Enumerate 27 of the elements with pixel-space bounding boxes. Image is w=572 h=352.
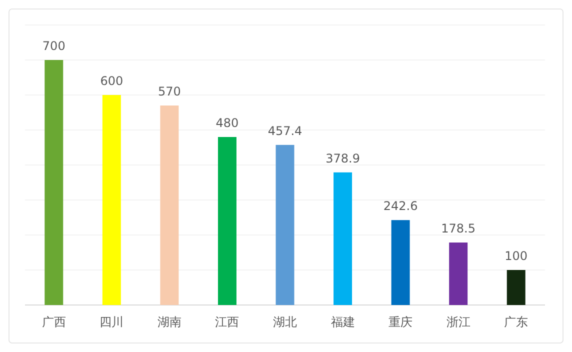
- bar: [218, 137, 236, 305]
- x-tick-label: 江西: [215, 315, 240, 329]
- data-label: 700: [42, 39, 66, 53]
- bar: [102, 95, 121, 305]
- data-label: 480: [216, 116, 239, 130]
- bar: [506, 270, 526, 305]
- data-label: 600: [100, 74, 124, 88]
- x-tick-label: 广东: [504, 315, 528, 329]
- x-tick-label: 广西: [42, 315, 66, 329]
- bar: [391, 220, 410, 305]
- x-tick-label: 四川: [100, 315, 124, 329]
- data-label: 178.5: [441, 222, 476, 236]
- x-tick-label: 湖南: [157, 315, 182, 329]
- data-label: 570: [158, 84, 181, 98]
- data-label: 100: [504, 249, 528, 263]
- bar: [44, 60, 64, 305]
- data-label: 378.9: [326, 151, 360, 166]
- x-tick-label: 湖北: [273, 315, 297, 329]
- bar: [160, 106, 179, 305]
- x-tick-label: 重庆: [388, 315, 413, 329]
- bar: [276, 144, 294, 305]
- bar: [334, 172, 352, 305]
- x-tick-label: 福建: [330, 315, 355, 329]
- x-tick-label: 浙江: [446, 315, 470, 329]
- data-label: 242.6: [383, 199, 418, 214]
- data-label: 457.4: [268, 124, 302, 138]
- bar: [449, 242, 468, 305]
